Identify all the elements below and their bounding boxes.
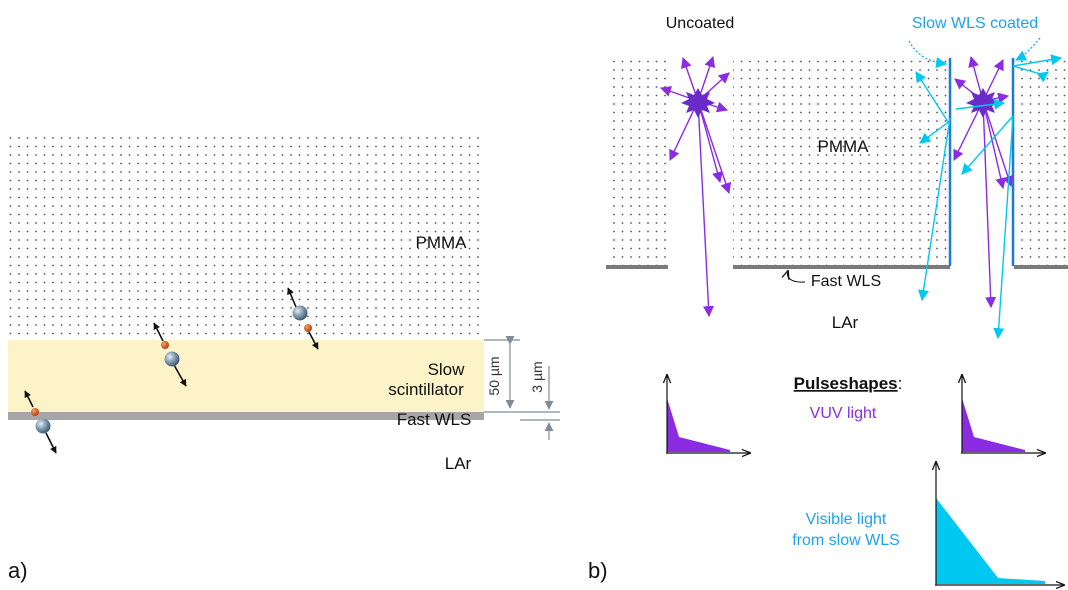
- dim-3um-label: 3 µm: [529, 361, 545, 392]
- pulseshapes-word: Pulseshapes: [794, 374, 898, 393]
- slow-scintillator-label-1: Slow: [428, 360, 466, 379]
- visible-rays: [915, 54, 1063, 340]
- uncoated-label: Uncoated: [666, 15, 735, 32]
- burst-star-coated: [966, 88, 1000, 118]
- pulse-shape-vuv-coated: [962, 398, 1025, 452]
- slow-scintillator-layer: [8, 340, 484, 412]
- pulse-shape-vuv-uncoated: [667, 398, 730, 452]
- pmma-label: PMMA: [416, 233, 468, 252]
- fast-wls-bottom-left: [606, 265, 668, 269]
- vuv-light-label: VUV light: [810, 405, 877, 422]
- pulse-plot-visible: [935, 462, 1064, 585]
- pmma-label-b: PMMA: [818, 137, 870, 156]
- panel-a: PMMA Slow scintillator Fast WLS LAr a) 5…: [8, 134, 560, 583]
- panel-b-label: b): [588, 558, 608, 583]
- coated-callout-arrow: [908, 40, 948, 69]
- burst-star-uncoated: [681, 88, 715, 118]
- visible-light-label-2: from slow WLS: [792, 532, 900, 549]
- pulse-plot-vuv-coated: [961, 375, 1045, 453]
- dimension-50um: [484, 335, 520, 413]
- fast-wls-bottom-center: [733, 265, 950, 269]
- coated-callout-arrow-right: [1015, 37, 1041, 61]
- pmma-block-left: [608, 60, 668, 266]
- lar-label-b: LAr: [832, 313, 859, 332]
- pulse-shape-visible: [936, 498, 1045, 584]
- fast-wls-callout-arrow: [788, 271, 806, 283]
- lar-label: LAr: [445, 454, 472, 473]
- fast-wls-label: Fast WLS: [397, 410, 472, 429]
- fast-wls-label-b: Fast WLS: [811, 273, 881, 290]
- panel-b: Uncoated Slow WLS coated PMMA Fast WLS L…: [588, 15, 1068, 585]
- visible-light-label-1: Visible light: [806, 511, 887, 528]
- pmma-block-center: [733, 60, 948, 266]
- fast-wls-bottom-right: [1014, 265, 1068, 269]
- decay-particle-1: [153, 322, 187, 387]
- pmma-block: [8, 134, 484, 340]
- decay-particle-2: [287, 287, 319, 350]
- pulseshapes-title: Pulseshapes:: [794, 374, 903, 393]
- slow-wls-coated-label: Slow WLS coated: [912, 15, 1038, 32]
- slow-scintillator-label-2: scintillator: [388, 380, 464, 399]
- pulse-plot-vuv-uncoated: [666, 375, 750, 453]
- vuv-burst-uncoated: [659, 55, 732, 318]
- pulseshapes-colon: :: [898, 374, 903, 393]
- dimension-3um: [520, 366, 560, 440]
- panel-a-label: a): [8, 558, 28, 583]
- decay-particle-3: [24, 390, 57, 454]
- pmma-block-right: [1014, 60, 1068, 266]
- fast-wls-layer: [8, 412, 484, 420]
- dim-50um-label: 50 µm: [486, 356, 502, 395]
